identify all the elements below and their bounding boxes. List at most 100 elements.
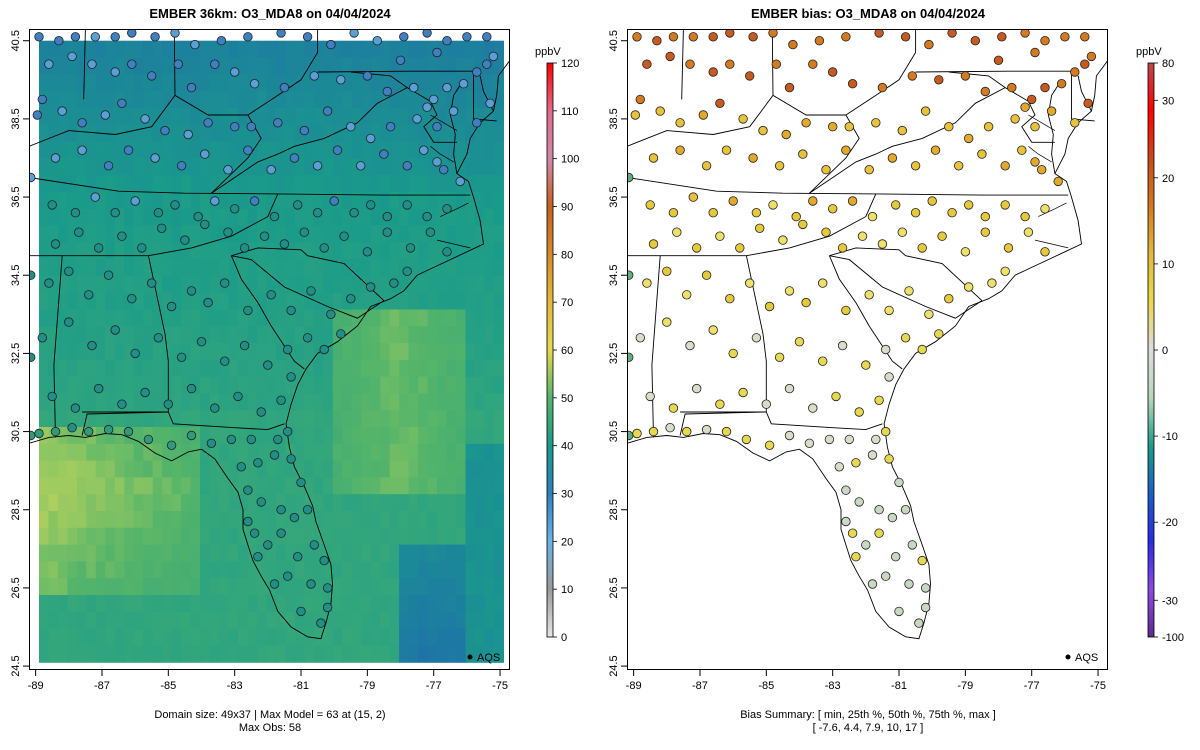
grid-cell bbox=[465, 427, 476, 445]
grid-cell bbox=[465, 376, 476, 394]
grid-cell bbox=[275, 74, 286, 92]
aqs-site-point bbox=[93, 243, 104, 253]
grid-cell bbox=[484, 40, 495, 59]
aqs-bias-point bbox=[894, 606, 904, 617]
grid-cell bbox=[351, 511, 362, 529]
grid-cell bbox=[342, 124, 353, 143]
grid-cell bbox=[456, 410, 467, 428]
grid-cell bbox=[456, 124, 467, 143]
grid-cell bbox=[105, 460, 116, 478]
grid-cell bbox=[285, 259, 296, 277]
grid-cell bbox=[332, 595, 343, 613]
aqs-legend-dot bbox=[467, 654, 473, 660]
grid-cell bbox=[437, 309, 448, 327]
grid-cell bbox=[351, 141, 362, 159]
grid-cell bbox=[247, 561, 258, 579]
grid-cell bbox=[493, 309, 504, 327]
grid-cell bbox=[474, 275, 485, 294]
y-tick-label: 36.5 bbox=[608, 186, 620, 207]
grid-cell bbox=[152, 544, 163, 562]
state-border bbox=[53, 255, 63, 438]
grid-cell bbox=[228, 107, 239, 126]
aqs-bias-point bbox=[964, 282, 974, 292]
grid-cell bbox=[399, 275, 410, 294]
grid-cell bbox=[76, 376, 87, 394]
grid-cell bbox=[351, 376, 362, 394]
grid-cell bbox=[332, 427, 343, 445]
aqs-bias-point bbox=[635, 333, 646, 343]
grid-cell bbox=[67, 611, 78, 630]
grid-cell bbox=[67, 225, 78, 243]
grid-cell bbox=[124, 40, 135, 59]
grid-cell bbox=[105, 292, 116, 311]
grid-cell bbox=[124, 158, 135, 176]
aqs-bias-point bbox=[691, 383, 702, 394]
aqs-bias-point bbox=[764, 301, 775, 312]
state-border bbox=[231, 247, 385, 301]
grid-cell bbox=[86, 175, 97, 193]
grid-cell bbox=[143, 225, 154, 243]
grid-cell bbox=[493, 527, 504, 546]
aqs-site-point bbox=[405, 243, 416, 253]
aqs-bias-point bbox=[867, 450, 878, 460]
state-border bbox=[247, 29, 319, 116]
grid-cell bbox=[200, 611, 211, 630]
grid-cell bbox=[427, 359, 438, 378]
aqs-bias-point bbox=[688, 32, 699, 42]
aqs-site-point bbox=[110, 32, 120, 42]
grid-cell bbox=[285, 40, 296, 59]
x-tick-label: -85 bbox=[160, 680, 176, 692]
grid-cell bbox=[76, 477, 87, 495]
grid-cell bbox=[342, 191, 353, 210]
grid-cell bbox=[408, 561, 419, 579]
grid-cell bbox=[304, 477, 315, 495]
grid-cell bbox=[143, 74, 154, 92]
grid-cell bbox=[474, 511, 485, 529]
grid-cell bbox=[76, 292, 87, 311]
grid-cell bbox=[304, 595, 315, 613]
grid-cell bbox=[181, 57, 192, 75]
grid-cell bbox=[57, 611, 68, 630]
bias-map: AQS bbox=[627, 29, 1108, 670]
grid-cell bbox=[294, 595, 305, 613]
grid-cell bbox=[266, 595, 277, 613]
grid-cell bbox=[418, 158, 429, 176]
grid-cell bbox=[304, 275, 315, 294]
grid-cell bbox=[465, 275, 476, 294]
grid-cell bbox=[389, 410, 400, 428]
grid-cell bbox=[57, 208, 68, 227]
grid-cell bbox=[427, 611, 438, 630]
grid-cell bbox=[86, 410, 97, 428]
grid-cell bbox=[474, 292, 485, 311]
grid-cell bbox=[323, 359, 334, 378]
aqs-bias-point bbox=[1080, 32, 1090, 42]
grid-cell bbox=[200, 527, 211, 546]
aqs-site-point bbox=[186, 430, 197, 441]
grid-cell bbox=[114, 74, 125, 92]
grid-cell bbox=[370, 40, 381, 59]
grid-cell bbox=[446, 477, 457, 495]
grid-cell bbox=[133, 141, 144, 159]
grid-cell bbox=[39, 477, 50, 495]
aqs-site-point bbox=[37, 333, 48, 343]
grid-cell bbox=[313, 124, 324, 143]
grid-cell bbox=[256, 74, 267, 92]
grid-cell bbox=[209, 343, 220, 361]
grid-cell bbox=[95, 359, 106, 378]
y-tick-label: 32.5 bbox=[608, 343, 620, 364]
grid-cell bbox=[76, 309, 87, 327]
grid-cell bbox=[256, 578, 267, 596]
grid-cell bbox=[219, 511, 230, 529]
grid-cell bbox=[304, 544, 315, 562]
grid-cell bbox=[57, 292, 68, 311]
aqs-bias-point bbox=[920, 583, 931, 593]
grid-cell bbox=[105, 107, 116, 126]
grid-cell bbox=[162, 443, 173, 462]
grid-cell bbox=[86, 326, 97, 344]
grid-cell bbox=[171, 511, 182, 529]
grid-cell bbox=[446, 309, 457, 327]
grid-cell bbox=[323, 74, 334, 92]
grid-cell bbox=[380, 595, 391, 613]
grid-cell bbox=[456, 628, 467, 646]
grid-cell bbox=[256, 107, 267, 126]
